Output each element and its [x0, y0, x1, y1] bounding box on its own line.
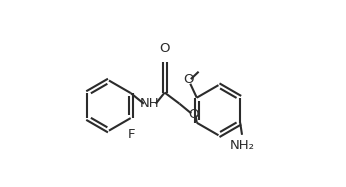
Text: F: F: [127, 128, 135, 141]
Text: NH₂: NH₂: [229, 139, 255, 151]
Text: O: O: [160, 42, 170, 55]
Text: NH: NH: [140, 97, 160, 110]
Text: O: O: [183, 73, 194, 86]
Text: O: O: [188, 108, 199, 121]
